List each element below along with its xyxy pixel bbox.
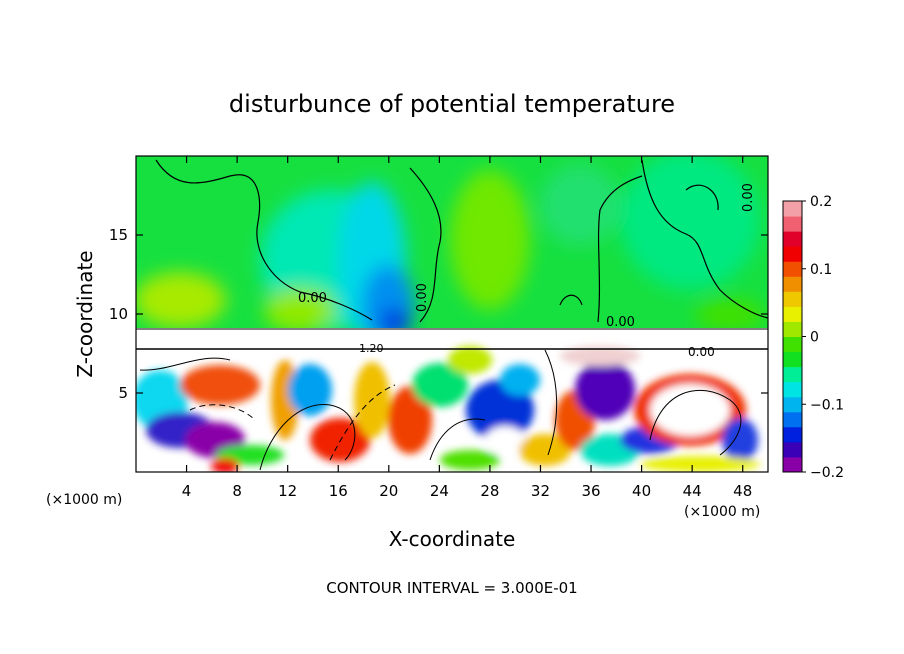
colorbar-swatch bbox=[783, 291, 802, 307]
colorbar-swatch bbox=[783, 351, 802, 368]
plot-area bbox=[136, 156, 768, 472]
x-tick-label: 12 bbox=[278, 482, 297, 500]
colorbar-swatch bbox=[783, 246, 802, 262]
contour-label: 0.00 bbox=[415, 283, 430, 312]
colorbar: 0.2 0.1 0 −0.1 −0.2 bbox=[782, 194, 844, 481]
colorbar-swatch bbox=[783, 306, 802, 322]
colorbar-swatch bbox=[783, 411, 802, 428]
x-tick-label: 16 bbox=[329, 482, 348, 500]
colorbar-tick-label: −0.2 bbox=[810, 465, 844, 481]
x-tick-label: 20 bbox=[379, 482, 398, 500]
contour-label: 0.00 bbox=[298, 291, 327, 306]
contour-label: -1.20 bbox=[355, 342, 383, 355]
y-tick-label: 15 bbox=[109, 226, 128, 244]
colorbar-swatch bbox=[783, 336, 802, 353]
x-unit-right: (×1000 m) bbox=[684, 504, 760, 520]
colorbar-swatch bbox=[783, 231, 802, 247]
x-tick-label: 36 bbox=[581, 482, 600, 500]
contour-label: 0.00 bbox=[741, 183, 756, 212]
contour-interval-note: CONTOUR INTERVAL = 3.000E-01 bbox=[326, 579, 577, 597]
colorbar-swatch bbox=[783, 396, 802, 413]
colorbar-swatch bbox=[783, 321, 802, 337]
colorbar-swatch bbox=[783, 201, 802, 217]
colorbar-swatch bbox=[783, 216, 802, 232]
y-tick-label: 10 bbox=[109, 305, 128, 323]
x-tick-label: 40 bbox=[632, 482, 651, 500]
colorbar-swatch bbox=[783, 261, 802, 277]
x-tick-label: 44 bbox=[683, 482, 702, 500]
x-tick-label: 32 bbox=[531, 482, 550, 500]
colorbar-swatch bbox=[783, 456, 802, 473]
y-axis-label: Z-coordinate bbox=[73, 250, 97, 377]
x-tick-label: 8 bbox=[232, 482, 242, 500]
y-tick-label: 5 bbox=[118, 384, 128, 402]
chart-title: disturbunce of potential temperature bbox=[229, 90, 675, 118]
colorbar-tick-label: −0.1 bbox=[810, 397, 844, 413]
colorbar-swatch bbox=[783, 366, 802, 383]
colorbar-tick-label: 0 bbox=[810, 330, 819, 346]
colorbar-tick-label: 0.2 bbox=[810, 194, 832, 210]
colorbar-swatch bbox=[783, 441, 802, 458]
x-tick-label: 24 bbox=[430, 482, 449, 500]
x-unit-left: (×1000 m) bbox=[46, 492, 122, 508]
contour-label: 0.00 bbox=[606, 315, 635, 330]
x-axis: 4 8 12 16 20 24 28 32 36 40 44 48 bbox=[182, 156, 752, 500]
colorbar-swatch bbox=[783, 426, 802, 443]
colorbar-swatch bbox=[783, 381, 802, 398]
x-axis-label: X-coordinate bbox=[389, 527, 516, 551]
x-tick-label: 4 bbox=[182, 482, 192, 500]
upper-field bbox=[136, 156, 768, 332]
x-tick-label: 48 bbox=[733, 482, 752, 500]
x-tick-label: 28 bbox=[480, 482, 499, 500]
colorbar-swatch bbox=[783, 276, 802, 292]
y-axis: 5 10 15 bbox=[109, 226, 768, 402]
contour-label: 0.00 bbox=[688, 345, 715, 359]
lower-field bbox=[136, 332, 768, 472]
colorbar-tick-label: 0.1 bbox=[810, 262, 832, 278]
